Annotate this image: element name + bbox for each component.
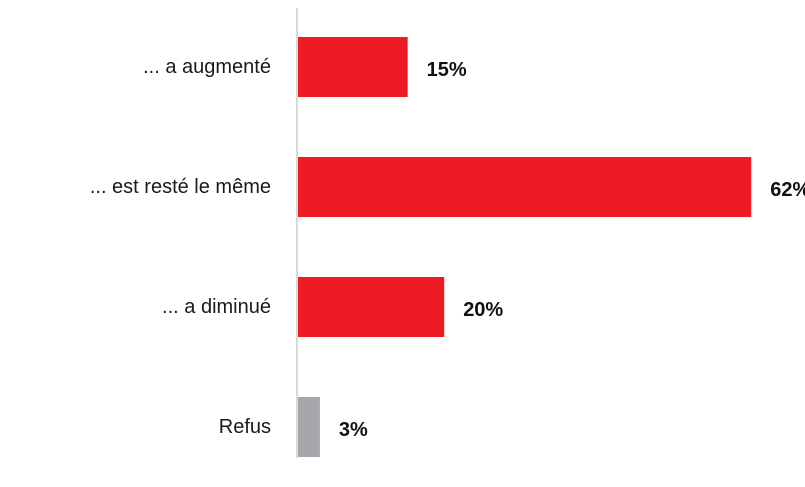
category-label-2: ... a diminué [162,296,271,318]
value-label-1: 62% [770,179,805,201]
bar-1 [298,157,752,217]
category-label-1: ... est resté le même [90,176,271,198]
bar-2 [298,277,445,337]
value-label-0: 15% [427,59,467,81]
category-label-3: Refus [219,416,271,438]
bar-0 [298,37,408,97]
value-label-2: 20% [463,299,503,321]
bar-3 [298,397,320,457]
value-label-3: 3% [339,419,368,441]
category-label-0: ... a augmenté [143,56,271,78]
